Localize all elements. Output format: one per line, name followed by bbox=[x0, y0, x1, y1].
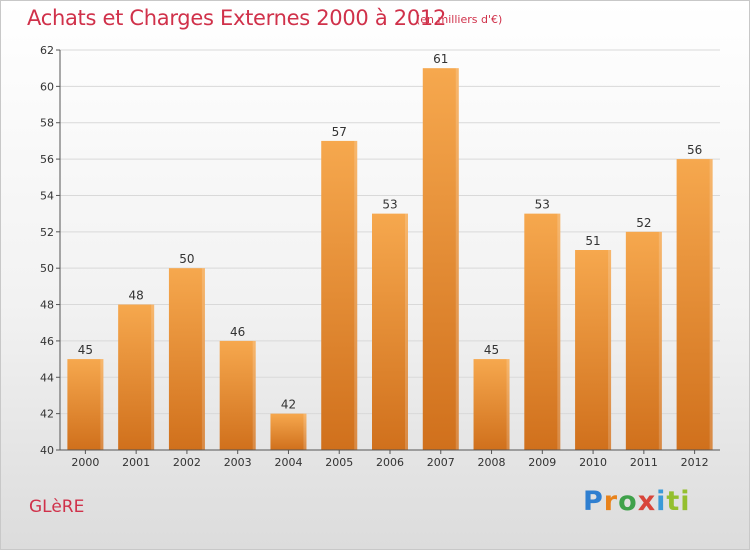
bar[interactable] bbox=[118, 304, 155, 450]
y-tick-label: 48 bbox=[40, 299, 54, 312]
y-tick-label: 58 bbox=[40, 117, 54, 130]
x-tick-label: 2002 bbox=[173, 456, 201, 469]
y-tick-label: 52 bbox=[40, 226, 54, 239]
bar[interactable] bbox=[219, 340, 256, 450]
y-tick-label: 40 bbox=[40, 444, 54, 457]
bar-highlight bbox=[201, 268, 205, 450]
x-tick-label: 2012 bbox=[681, 456, 709, 469]
bar[interactable] bbox=[321, 140, 358, 450]
data-label: 45 bbox=[484, 343, 499, 357]
data-label: 42 bbox=[281, 398, 296, 412]
data-label: 45 bbox=[78, 343, 93, 357]
data-label: 53 bbox=[382, 198, 397, 212]
bar-highlight bbox=[455, 68, 459, 450]
bar[interactable] bbox=[372, 213, 408, 450]
x-tick-label: 2003 bbox=[224, 456, 252, 469]
bar-highlight bbox=[506, 359, 510, 450]
y-tick-label: 54 bbox=[40, 189, 54, 202]
bar-highlight bbox=[151, 304, 155, 450]
bar[interactable] bbox=[524, 213, 561, 450]
bar-highlight bbox=[303, 413, 307, 450]
proxiti-logo[interactable]: Proxiti bbox=[583, 486, 691, 517]
x-tick-label: 2000 bbox=[71, 456, 99, 469]
data-label: 52 bbox=[636, 216, 651, 230]
bar[interactable] bbox=[168, 268, 205, 450]
axes: 40 42 44 46 48 50 52 54 56 58 60 62 2000 2001 2002 2003… bbox=[40, 44, 720, 469]
bar-highlight bbox=[709, 159, 713, 450]
y-tick-label: 56 bbox=[40, 153, 54, 166]
y-tick-label: 46 bbox=[40, 335, 54, 348]
bars bbox=[67, 68, 713, 450]
bar[interactable] bbox=[67, 359, 104, 450]
bar[interactable] bbox=[625, 231, 662, 450]
bar-highlight bbox=[557, 213, 561, 450]
x-tick-label: 2009 bbox=[528, 456, 556, 469]
data-label: 57 bbox=[332, 125, 347, 139]
data-label: 48 bbox=[129, 289, 144, 303]
bar-highlight bbox=[405, 213, 408, 450]
bar-highlight bbox=[354, 140, 358, 450]
bar[interactable] bbox=[676, 159, 713, 450]
y-tick-label: 62 bbox=[40, 44, 54, 57]
bar-highlight bbox=[658, 231, 662, 450]
chart-title: Achats et Charges Externes 2000 à 2012 bbox=[27, 6, 447, 30]
x-tick-label: 2001 bbox=[122, 456, 150, 469]
chart-subtitle: (en milliers d'€) bbox=[416, 13, 503, 26]
x-tick-label: 2005 bbox=[325, 456, 353, 469]
x-tick-label: 2008 bbox=[478, 456, 506, 469]
data-label: 61 bbox=[433, 52, 448, 66]
data-label: 56 bbox=[687, 143, 702, 157]
bar-highlight bbox=[100, 359, 104, 450]
x-tick-label: 2004 bbox=[274, 456, 302, 469]
bar[interactable] bbox=[473, 359, 510, 450]
commune-name: GLèRE bbox=[29, 497, 85, 517]
y-tick-label: 44 bbox=[40, 371, 54, 384]
y-tick-label: 50 bbox=[40, 262, 54, 275]
data-label: 53 bbox=[535, 198, 550, 212]
x-tick-label: 2011 bbox=[630, 456, 658, 469]
data-labels: 45 48 50 46 42 57 53 61 45 53 51 52 56 bbox=[78, 52, 703, 411]
x-tick-label: 2010 bbox=[579, 456, 607, 469]
data-label: 46 bbox=[230, 325, 245, 339]
data-label: 50 bbox=[179, 252, 194, 266]
y-tick-label: 42 bbox=[40, 408, 54, 421]
bar-highlight bbox=[608, 250, 612, 450]
bar-highlight bbox=[252, 340, 256, 450]
y-tick-label: 60 bbox=[40, 80, 54, 93]
bar[interactable] bbox=[422, 68, 459, 450]
x-tick-label: 2006 bbox=[376, 456, 404, 469]
x-tick-label: 2007 bbox=[427, 456, 455, 469]
data-label: 51 bbox=[585, 234, 600, 248]
bar[interactable] bbox=[270, 413, 307, 450]
bar[interactable] bbox=[575, 250, 612, 450]
